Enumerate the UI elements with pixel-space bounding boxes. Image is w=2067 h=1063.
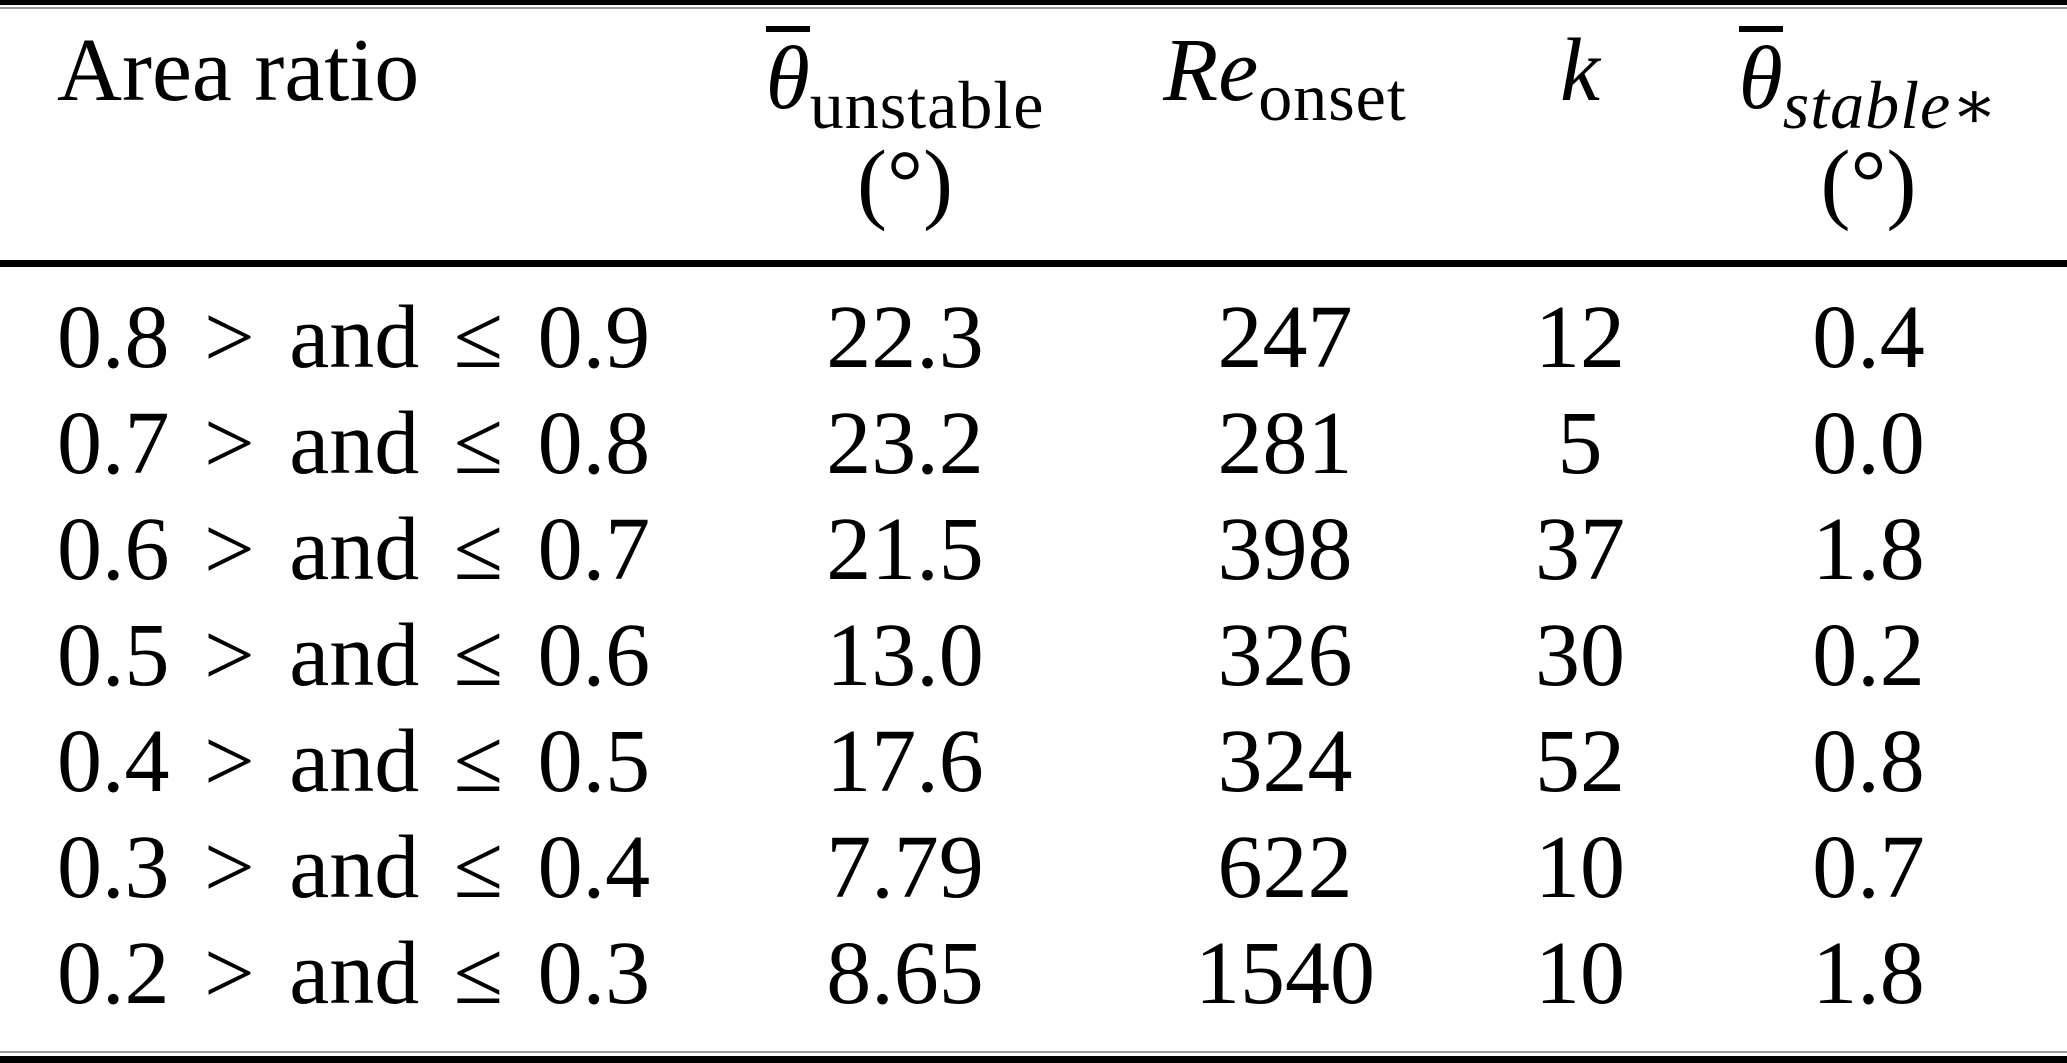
table-row: 0.7 > and ≤ 0.8 23.2 281 5 0.0 [0,391,2067,497]
col-header-area-ratio: Area ratio [0,0,730,267]
cell-re-onset: 324 [1217,712,1353,811]
cell-k: 10 [1535,818,1625,917]
cell-theta-stable: 0.7 [1812,818,1925,917]
k-symbol: k [1560,21,1600,120]
theta-glyph: θ [1738,29,1783,128]
table-row: 0.3 > and ≤ 0.4 7.79 622 10 0.7 [0,815,2067,921]
cell-theta-unstable: 17.6 [826,712,984,811]
cell-theta-unstable: 23.2 [826,394,984,493]
cell-area-ratio: 0.5 > and ≤ 0.6 [57,606,651,705]
cell-re-onset: 281 [1217,394,1353,493]
cell-theta-stable: 1.8 [1812,924,1925,1023]
theta-unstable-subscript: unstable [809,67,1045,143]
spacer-cell [0,264,2067,286]
cell-re-onset: 326 [1217,606,1353,705]
area-ratio-label: Area ratio [57,21,420,120]
re-onset-subscript: onset [1258,59,1407,135]
theta-unstable-unit: (°) [857,133,953,232]
theta-glyph: θ [765,29,810,128]
table-row: 0.4 > and ≤ 0.5 17.6 324 52 0.8 [0,709,2067,815]
theta-overbar: θ [765,26,810,124]
cell-k: 12 [1535,288,1625,387]
cell-k: 52 [1535,712,1625,811]
cell-area-ratio: 0.8 > and ≤ 0.9 [57,288,651,387]
re-onset-symbol: Reonset [1080,26,1490,138]
col-header-re-onset: Reonset [1080,0,1490,267]
col-header-theta-stable: θstable∗ (°) [1670,0,2067,267]
table-row: 0.6 > and ≤ 0.7 21.5 398 37 1.8 [0,497,2067,603]
cell-area-ratio: 0.2 > and ≤ 0.3 [57,924,651,1023]
header-row: Area ratio θunstable (°) Reonset k θstab… [0,0,2067,267]
cell-re-onset: 622 [1217,818,1353,917]
k-unit [1490,138,1670,238]
cell-k: 37 [1535,500,1625,599]
cell-theta-unstable: 7.79 [826,818,984,917]
cell-k: 30 [1535,606,1625,705]
cell-re-onset: 1540 [1195,924,1375,1023]
re-glyph: Re [1163,21,1259,120]
cell-theta-stable: 0.8 [1812,712,1925,811]
theta-stable-symbol: θstable∗ [1670,26,2067,139]
cell-re-onset: 247 [1217,288,1353,387]
theta-overbar: θ [1738,26,1783,124]
cell-theta-stable: 0.0 [1812,394,1925,493]
cell-theta-unstable: 8.65 [826,924,984,1023]
col-header-k: k [1490,0,1670,267]
spacer-row [0,264,2067,286]
cell-k: 5 [1557,394,1603,493]
theta-stable-subscript: stable∗ [1782,67,1999,143]
cell-theta-unstable: 13.0 [826,606,984,705]
data-table: Area ratio θunstable (°) Reonset k θstab… [0,0,2067,1027]
table-row: 0.5 > and ≤ 0.6 13.0 326 30 0.2 [0,603,2067,709]
cell-re-onset: 398 [1217,500,1353,599]
cell-area-ratio: 0.7 > and ≤ 0.8 [57,394,651,493]
cell-theta-stable: 0.4 [1812,288,1925,387]
cell-theta-stable: 0.2 [1812,606,1925,705]
cell-theta-stable: 1.8 [1812,500,1925,599]
table-row: 0.8 > and ≤ 0.9 22.3 247 12 0.4 [0,285,2067,391]
cell-area-ratio: 0.3 > and ≤ 0.4 [57,818,651,917]
col-header-theta-unstable: θunstable (°) [730,0,1080,267]
cell-area-ratio: 0.4 > and ≤ 0.5 [57,712,651,811]
cell-area-ratio: 0.6 > and ≤ 0.7 [57,500,651,599]
re-onset-unit [1080,138,1490,238]
theta-stable-unit: (°) [1820,133,1917,232]
cell-theta-unstable: 22.3 [826,288,984,387]
theta-unstable-symbol: θunstable [730,26,1080,139]
table-row: 0.2 > and ≤ 0.3 8.65 1540 10 1.8 [0,921,2067,1027]
cell-k: 10 [1535,924,1625,1023]
bottom-rule-inner [0,1051,2067,1053]
cell-theta-unstable: 21.5 [826,500,984,599]
bottom-rule [0,1056,2067,1063]
